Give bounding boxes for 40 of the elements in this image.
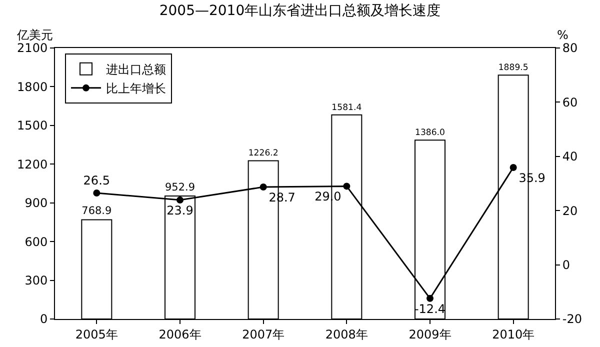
point — [176, 196, 184, 204]
y-tick-label: 1200 — [17, 157, 48, 172]
data-label: 768.9 — [82, 205, 112, 218]
y2-tick-label: -20 — [562, 312, 582, 326]
y2-tick-label: 60 — [562, 95, 578, 110]
y-axis-title: 亿美元 — [16, 28, 53, 42]
x-tick-label: 2007年 — [242, 327, 285, 342]
y-tick-label: 600 — [24, 234, 48, 249]
data-label: 952.9 — [165, 181, 195, 194]
data-label: 23.9 — [166, 203, 194, 218]
data-label: 26.5 — [83, 174, 110, 188]
point — [426, 294, 434, 302]
legend-label: 比上年增长 — [106, 82, 166, 96]
y-tick-label: 2100 — [17, 41, 48, 56]
x-tick-label: 2005年 — [75, 327, 118, 342]
y-tick-label: 900 — [24, 196, 48, 210]
y-tick-label: 0 — [40, 312, 48, 326]
legend-label: 进出口总额 — [106, 62, 166, 77]
y2-tick-label: 80 — [562, 41, 578, 56]
data-label: 1581.4 — [332, 102, 362, 113]
point — [343, 182, 350, 190]
x-tick-label: 2009年 — [408, 327, 452, 342]
y2-tick-label: 20 — [562, 204, 578, 218]
y2-tick-label: 0 — [562, 258, 570, 272]
point — [93, 189, 100, 196]
data-label: -12.4 — [414, 302, 446, 316]
y2-tick-label: 40 — [562, 150, 578, 164]
y-tick-label: 1800 — [17, 80, 48, 94]
data-label: 1226.2 — [248, 148, 278, 159]
data-label: 1889.5 — [498, 63, 528, 74]
x-tick-label: 2010年 — [492, 327, 535, 342]
y-tick-label: 1500 — [17, 118, 48, 133]
y-tick-label: 300 — [24, 273, 48, 288]
point — [260, 184, 267, 191]
x-tick-label: 2006年 — [158, 327, 202, 342]
y2-axis-title: % — [557, 28, 568, 42]
chart-title: 2005—2010年山东省进出口总额及增长速度 — [159, 3, 441, 20]
data-label: 1386.0 — [415, 128, 445, 138]
x-tick-label: 2008年 — [325, 327, 368, 342]
point — [510, 164, 517, 172]
